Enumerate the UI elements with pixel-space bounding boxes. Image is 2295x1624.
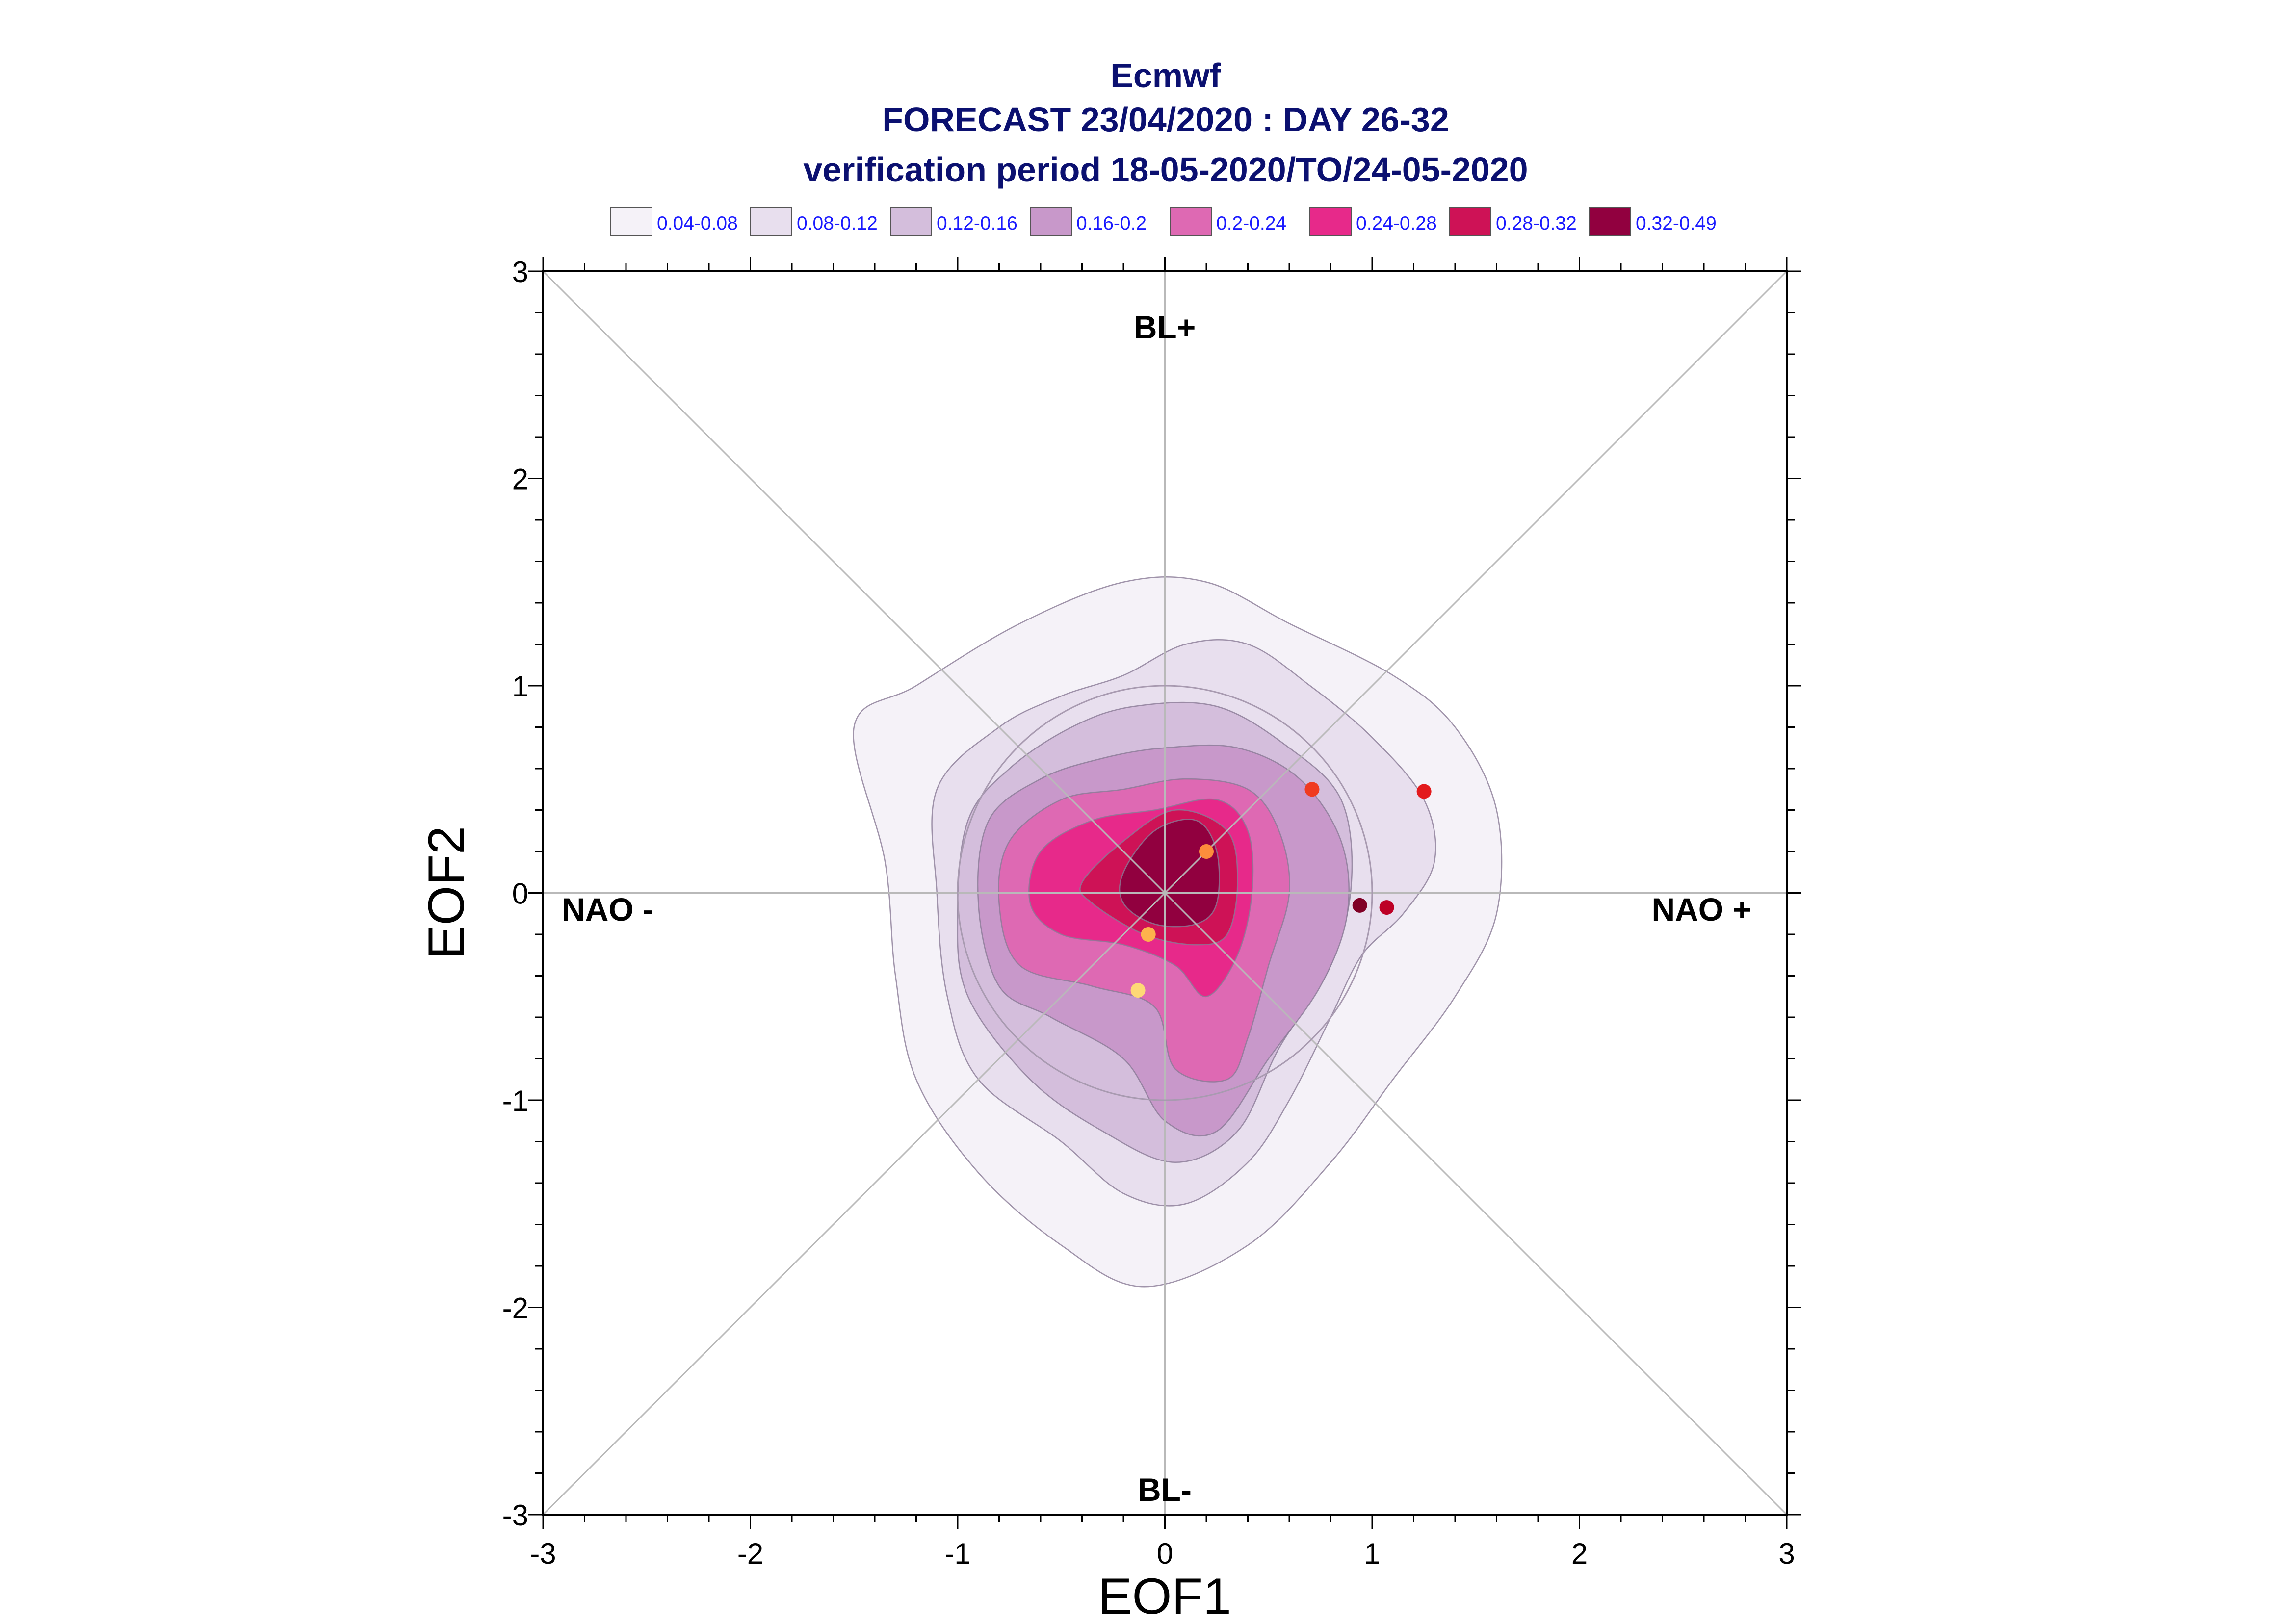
legend-label: 0.32-0.49 xyxy=(1636,213,1717,234)
ensemble-point xyxy=(1199,844,1214,859)
ensemble-point xyxy=(1352,898,1367,913)
regime-label-bl-minus: BL- xyxy=(1138,1471,1192,1508)
y-tick-label: 3 xyxy=(512,256,528,288)
chart-subtitle-verification: verification period 18-05-2020/TO/24-05-… xyxy=(803,151,1528,189)
x-tick-label: -1 xyxy=(944,1537,970,1570)
legend-swatch xyxy=(1449,207,1491,236)
y-tick-label: 1 xyxy=(512,670,528,703)
reference-circle xyxy=(957,685,1373,1101)
x-axis-title: EOF1 xyxy=(1098,1568,1231,1624)
chart-subtitle-forecast: FORECAST 23/04/2020 : DAY 26-32 xyxy=(882,101,1449,139)
legend: 0.04-0.08 0.08-0.12 0.12-0.16 0.16-0.2 0.2-0… xyxy=(610,207,1717,236)
regime-label-nao-plus: NAO + xyxy=(1651,891,1751,928)
x-tick-label: 0 xyxy=(1157,1537,1173,1570)
legend-swatch xyxy=(1589,207,1631,236)
y-tick-label: -1 xyxy=(502,1084,528,1117)
ensemble-points xyxy=(1130,782,1432,998)
plot-frame xyxy=(528,257,1801,1529)
regime-label-nao-minus: NAO - xyxy=(562,891,653,928)
ensemble-point xyxy=(1416,784,1432,799)
ensemble-point xyxy=(1379,900,1394,915)
regime-label-bl-plus: BL+ xyxy=(1134,309,1196,345)
x-tick-label: 3 xyxy=(1778,1537,1795,1570)
legend-swatch xyxy=(890,207,932,236)
density-contours xyxy=(853,576,1503,1288)
legend-swatch xyxy=(1170,207,1212,236)
x-tick-label: 1 xyxy=(1364,1537,1380,1570)
y-axis-title: EOF2 xyxy=(418,826,475,959)
y-tick-label: -2 xyxy=(502,1292,528,1325)
ensemble-point xyxy=(1141,927,1156,942)
legend-label: 0.28-0.32 xyxy=(1496,213,1577,234)
x-tick-label: -3 xyxy=(530,1537,556,1570)
legend-swatch xyxy=(750,207,792,236)
legend-label: 0.24-0.28 xyxy=(1356,213,1437,234)
tick-labels: -3 -2 -1 0 1 2 3 -3 -2 -1 0 1 2 3 xyxy=(502,256,1795,1570)
legend-label: 0.16-0.2 xyxy=(1076,213,1147,234)
density-contour xyxy=(1119,819,1220,928)
legend-swatch xyxy=(1309,207,1352,236)
y-tick-label: 2 xyxy=(512,463,528,496)
legend-label: 0.12-0.16 xyxy=(937,213,1017,234)
ensemble-point xyxy=(1130,983,1146,998)
y-tick-label: 0 xyxy=(512,877,528,910)
legend-label: 0.2-0.24 xyxy=(1216,213,1286,234)
chart-title: Ecmwf xyxy=(1110,56,1221,95)
legend-label: 0.04-0.08 xyxy=(657,213,738,234)
legend-swatch xyxy=(610,207,652,236)
ensemble-point xyxy=(1304,782,1320,797)
x-tick-label: 2 xyxy=(1571,1537,1588,1570)
y-tick-label: -3 xyxy=(502,1499,528,1532)
x-tick-label: -2 xyxy=(737,1537,763,1570)
legend-label: 0.08-0.12 xyxy=(797,213,878,234)
reference-lines xyxy=(542,270,1788,1516)
legend-swatch xyxy=(1030,207,1072,236)
